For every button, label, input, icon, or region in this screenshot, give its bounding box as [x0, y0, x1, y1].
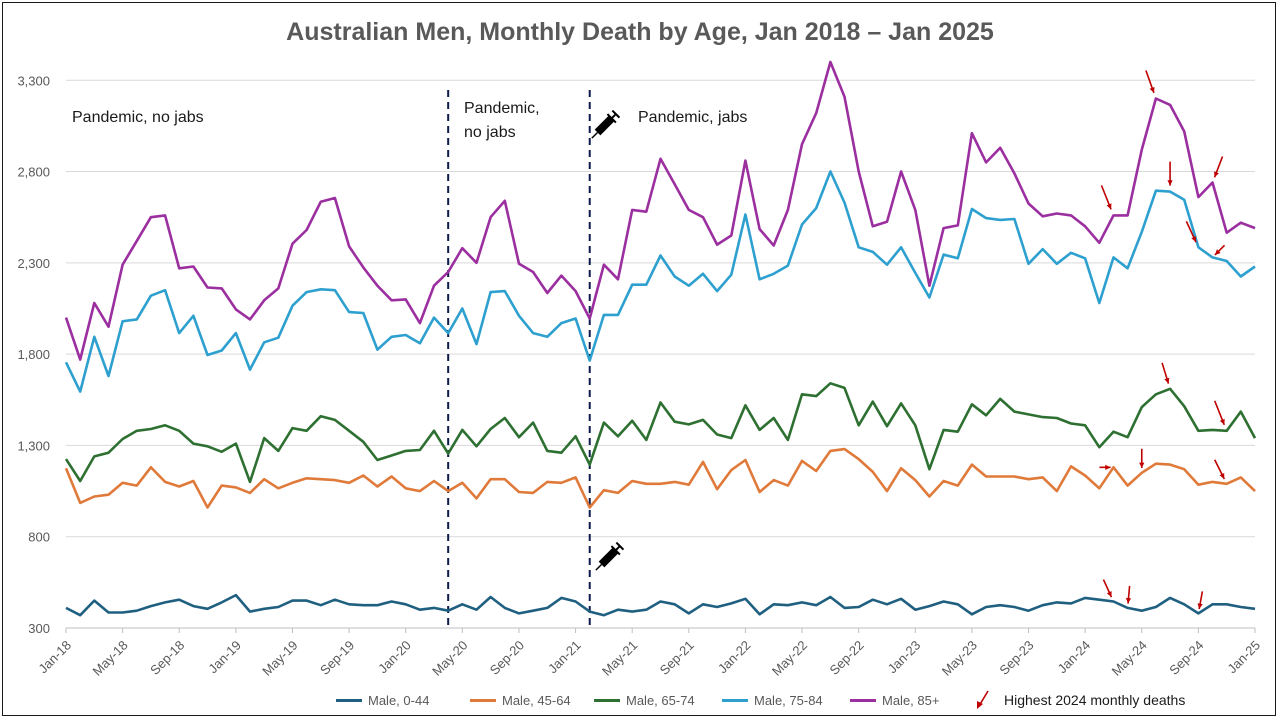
period-annotation: Pandemic,	[464, 100, 540, 117]
x-tick-label: Jan-24	[1055, 638, 1094, 677]
arrow-icon	[977, 690, 989, 709]
legend-item-highlight: Highest 2024 monthly deaths	[974, 690, 1185, 710]
x-tick-label: Sep-19	[317, 638, 357, 678]
legend-item: Male, 75-84	[722, 690, 823, 710]
legend-label: Male, 65-74	[626, 692, 695, 708]
y-tick-label: 2,300	[17, 256, 50, 271]
y-tick-label: 3,300	[17, 73, 50, 88]
period-annotation: Pandemic, jabs	[638, 109, 747, 126]
legend-swatch	[722, 698, 748, 702]
x-tick-label: Sep-18	[147, 638, 187, 678]
x-tick-label: May-18	[89, 638, 130, 679]
legend-swatch	[470, 698, 496, 702]
x-tick-label: Jan-20	[375, 638, 414, 677]
x-tick-label: Sep-24	[1166, 638, 1206, 678]
x-tick-label: Sep-21	[657, 638, 697, 678]
x-tick-label: Jan-21	[545, 638, 584, 677]
x-tick-label: Jan-23	[885, 638, 924, 677]
x-tick-label: Jan-22	[715, 638, 754, 677]
legend-swatch	[850, 698, 876, 702]
x-tick-label: May-19	[259, 638, 300, 679]
syringe-icon	[595, 541, 625, 571]
legend-label: Male, 0-44	[368, 692, 430, 708]
period-annotation: Pandemic, no jabs	[72, 109, 204, 126]
x-tick-label: Jan-18	[35, 638, 74, 677]
legend: Male, 0-44 Male, 45-64 Male, 65-74 Male, 75…	[0, 690, 1280, 712]
highlight-arrow	[1213, 400, 1226, 426]
y-tick-label: 1,300	[17, 438, 50, 453]
syringe-icon	[591, 109, 621, 139]
legend-item: Male, 0-44	[336, 690, 429, 710]
x-tick-label: Sep-23	[996, 638, 1036, 678]
highlight-arrow	[1213, 156, 1224, 178]
highlight-arrow	[1102, 579, 1113, 598]
x-tick-label: Jan-25	[1224, 638, 1263, 677]
series-line	[64, 60, 1256, 361]
highlight-arrow	[1145, 70, 1155, 94]
series-line	[65, 593, 1256, 617]
x-tick-label: May-22	[769, 638, 810, 679]
y-tick-label: 2,800	[17, 165, 50, 180]
highlight-arrow	[1125, 585, 1132, 604]
legend-swatch	[336, 698, 362, 702]
highlight-arrow	[1197, 591, 1204, 610]
x-tick-label: May-23	[939, 638, 980, 679]
legend-label: Male, 85+	[882, 692, 940, 708]
legend-swatch	[594, 698, 620, 702]
highlight-arrow	[1214, 244, 1226, 256]
x-tick-label: Sep-20	[487, 638, 527, 678]
highlight-arrow	[1161, 362, 1170, 384]
legend-label: Male, 75-84	[754, 692, 823, 708]
y-tick-label: 800	[28, 530, 50, 545]
highlight-arrow	[1185, 220, 1197, 243]
legend-label: Male, 45-64	[502, 692, 571, 708]
x-tick-label: Jan-19	[205, 638, 244, 677]
highlight-arrow	[1167, 161, 1173, 186]
highlight-arrow	[1100, 185, 1112, 210]
y-tick-label: 300	[28, 621, 50, 636]
legend-label: Highest 2024 monthly deaths	[1004, 692, 1186, 708]
legend-item: Male, 45-64	[470, 690, 571, 710]
highlight-arrow	[1139, 448, 1145, 469]
x-tick-label: May-21	[599, 638, 640, 679]
x-tick-label: May-20	[429, 638, 470, 679]
chart-title: Australian Men, Monthly Death by Age, Ja…	[286, 18, 994, 46]
legend-item: Male, 65-74	[594, 690, 695, 710]
series-line	[64, 382, 1257, 484]
series-line	[64, 447, 1256, 509]
highlight-arrow	[1099, 464, 1111, 470]
highlight-arrow	[1213, 459, 1226, 480]
x-tick-label: Sep-22	[827, 638, 867, 678]
x-tick-label: May-24	[1109, 638, 1150, 679]
y-tick-label: 1,800	[17, 347, 50, 362]
period-annotation: no jabs	[464, 124, 516, 141]
legend-item: Male, 85+	[850, 690, 939, 710]
series-line	[64, 170, 1256, 393]
